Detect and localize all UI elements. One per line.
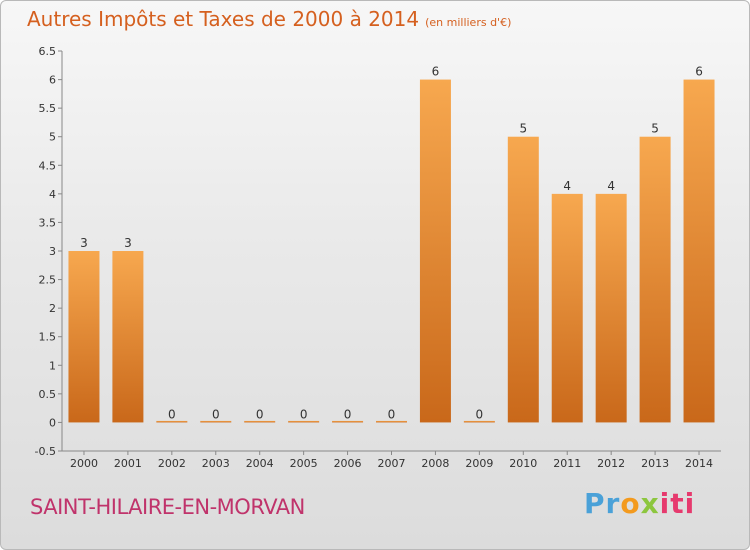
bar [244, 420, 276, 423]
y-tick-label: -0.5 [35, 445, 56, 458]
logo-part-2: o [620, 487, 641, 520]
bar [507, 136, 539, 423]
proxiti-logo: Proxiti [584, 487, 695, 520]
x-tick-label: 2004 [246, 457, 274, 470]
data-label: 6 [432, 65, 440, 79]
bar [112, 251, 144, 423]
data-label: 3 [80, 236, 88, 250]
bar [288, 420, 320, 423]
x-tick-label: 2008 [421, 457, 449, 470]
y-tick-label: 6.5 [39, 45, 57, 58]
bar [551, 193, 583, 423]
y-tick-label: 6 [49, 74, 56, 87]
x-tick-label: 2014 [685, 457, 713, 470]
logo-part-3: x [640, 487, 660, 520]
x-tick-label: 2011 [553, 457, 581, 470]
x-tick-label: 2012 [597, 457, 625, 470]
x-tick-label: 2002 [158, 457, 186, 470]
data-label: 5 [519, 122, 527, 136]
x-tick-label: 2009 [465, 457, 493, 470]
bar [463, 420, 495, 423]
data-label: 0 [212, 407, 220, 421]
data-label: 0 [388, 407, 396, 421]
data-label: 0 [256, 407, 264, 421]
x-tick-label: 2001 [114, 457, 142, 470]
y-tick-label: 3 [49, 245, 56, 258]
bar [156, 420, 188, 423]
y-tick-label: 1.5 [39, 331, 57, 344]
data-label: 0 [168, 407, 176, 421]
y-tick-label: 2.5 [39, 274, 57, 287]
bar [68, 251, 100, 423]
chart-unit: (en milliers d'€) [425, 16, 512, 29]
chart-title: Autres Impôts et Taxes de 2000 à 2014 (en… [27, 7, 511, 31]
chart-title-text: Autres Impôts et Taxes de 2000 à 2014 [27, 7, 420, 31]
y-tick-label: 0.5 [39, 388, 57, 401]
x-tick-label: 2003 [202, 457, 230, 470]
y-tick-label: 1 [49, 359, 56, 372]
x-tick-label: 2000 [70, 457, 98, 470]
bar [200, 420, 232, 423]
bar [419, 79, 451, 423]
data-label: 3 [124, 236, 132, 250]
logo-part-4: iti [659, 487, 696, 520]
bar [332, 420, 364, 423]
y-tick-label: 3.5 [39, 216, 57, 229]
y-tick-label: 4.5 [39, 159, 57, 172]
y-tick-label: 2 [49, 302, 56, 315]
x-tick-label: 2010 [509, 457, 537, 470]
data-label: 5 [651, 122, 659, 136]
y-tick-label: 0 [49, 416, 56, 429]
bar [683, 79, 715, 423]
data-label: 0 [344, 407, 352, 421]
commune-name: SAINT-HILAIRE-EN-MORVAN [30, 495, 305, 519]
y-tick-label: 5.5 [39, 102, 57, 115]
data-label: 6 [695, 65, 703, 79]
data-label: 4 [563, 179, 571, 193]
x-tick-label: 2007 [378, 457, 406, 470]
x-tick-label: 2006 [334, 457, 362, 470]
x-tick-label: 2013 [641, 457, 669, 470]
bar [595, 193, 627, 423]
data-label: 4 [607, 179, 615, 193]
data-label: 0 [476, 407, 484, 421]
y-tick-label: 4 [49, 188, 56, 201]
bar [376, 420, 407, 423]
logo-part-1: Pr [584, 487, 621, 520]
bar [639, 136, 671, 423]
x-tick-label: 2005 [290, 457, 318, 470]
y-tick-label: 5 [49, 131, 56, 144]
data-label: 0 [300, 407, 308, 421]
